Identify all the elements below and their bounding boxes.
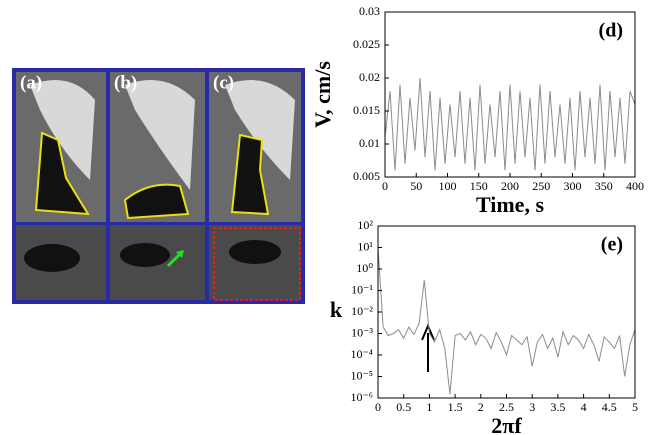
y-tick-label: 10⁻⁶ [350,390,373,404]
x-tick-label: 2 [478,400,484,414]
x-axis-label: 2πf [491,413,522,435]
y-tick-label: 10¹ [357,239,373,253]
photo-c: (c) [209,72,301,301]
y-axis-label: k [330,297,343,322]
x-tick-label: 100 [439,179,457,193]
y-tick-label: 0.015 [353,103,380,117]
x-tick-label: 0 [375,400,381,414]
y-tick-label: 10⁻⁴ [350,347,373,361]
x-tick-label: 3 [529,400,535,414]
x-tick-label: 250 [532,179,550,193]
x-tick-label: 50 [410,179,422,193]
y-tick-label: 10⁻⁵ [350,368,373,382]
photo-label: (b) [114,72,137,93]
x-tick-label: 400 [626,179,644,193]
data-line [384,77,636,171]
photo-b: (b) [110,72,205,300]
plot-frame [384,11,636,178]
plot-frame [377,225,636,399]
arrow [421,323,435,372]
y-tick-label: 0.03 [359,4,380,18]
y-tick-label: 0.025 [353,37,380,51]
x-tick-label: 200 [501,179,519,193]
y-tick-label: 10⁰ [356,261,373,275]
x-tick-label: 5 [632,400,638,414]
y-tick-label: 10⁻³ [351,325,373,339]
x-tick-label: 4.5 [602,400,617,414]
photo-label: (c) [213,72,234,93]
x-tick-label: 150 [470,179,488,193]
y-tick-label: 0.005 [353,169,380,183]
annotation: (e) [601,234,623,256]
data-line [377,247,636,395]
x-tick-label: 0 [382,179,388,193]
y-tick-label: 10⁻² [351,304,373,318]
x-tick-label: 0.5 [396,400,411,414]
y-axis-label: V, cm/s [310,61,335,128]
x-tick-label: 1 [426,400,432,414]
x-tick-label: 300 [564,179,582,193]
y-tick-label: 10² [357,218,373,232]
x-tick-label: 4 [581,400,587,414]
x-tick-label: 3.5 [550,400,565,414]
photo-a: (a) [16,72,106,300]
photo-label: (a) [20,72,42,93]
photo-block: (a) (b) (c) [12,68,305,304]
x-axis-label: Time, s [476,192,544,217]
y-tick-label: 10⁻¹ [351,282,373,296]
x-tick-label: 1.5 [448,400,463,414]
y-tick-label: 0.01 [359,136,380,150]
annotation: (d) [599,20,623,42]
x-tick-label: 2.5 [499,400,514,414]
y-tick-label: 0.02 [359,70,380,84]
x-tick-label: 350 [595,179,613,193]
